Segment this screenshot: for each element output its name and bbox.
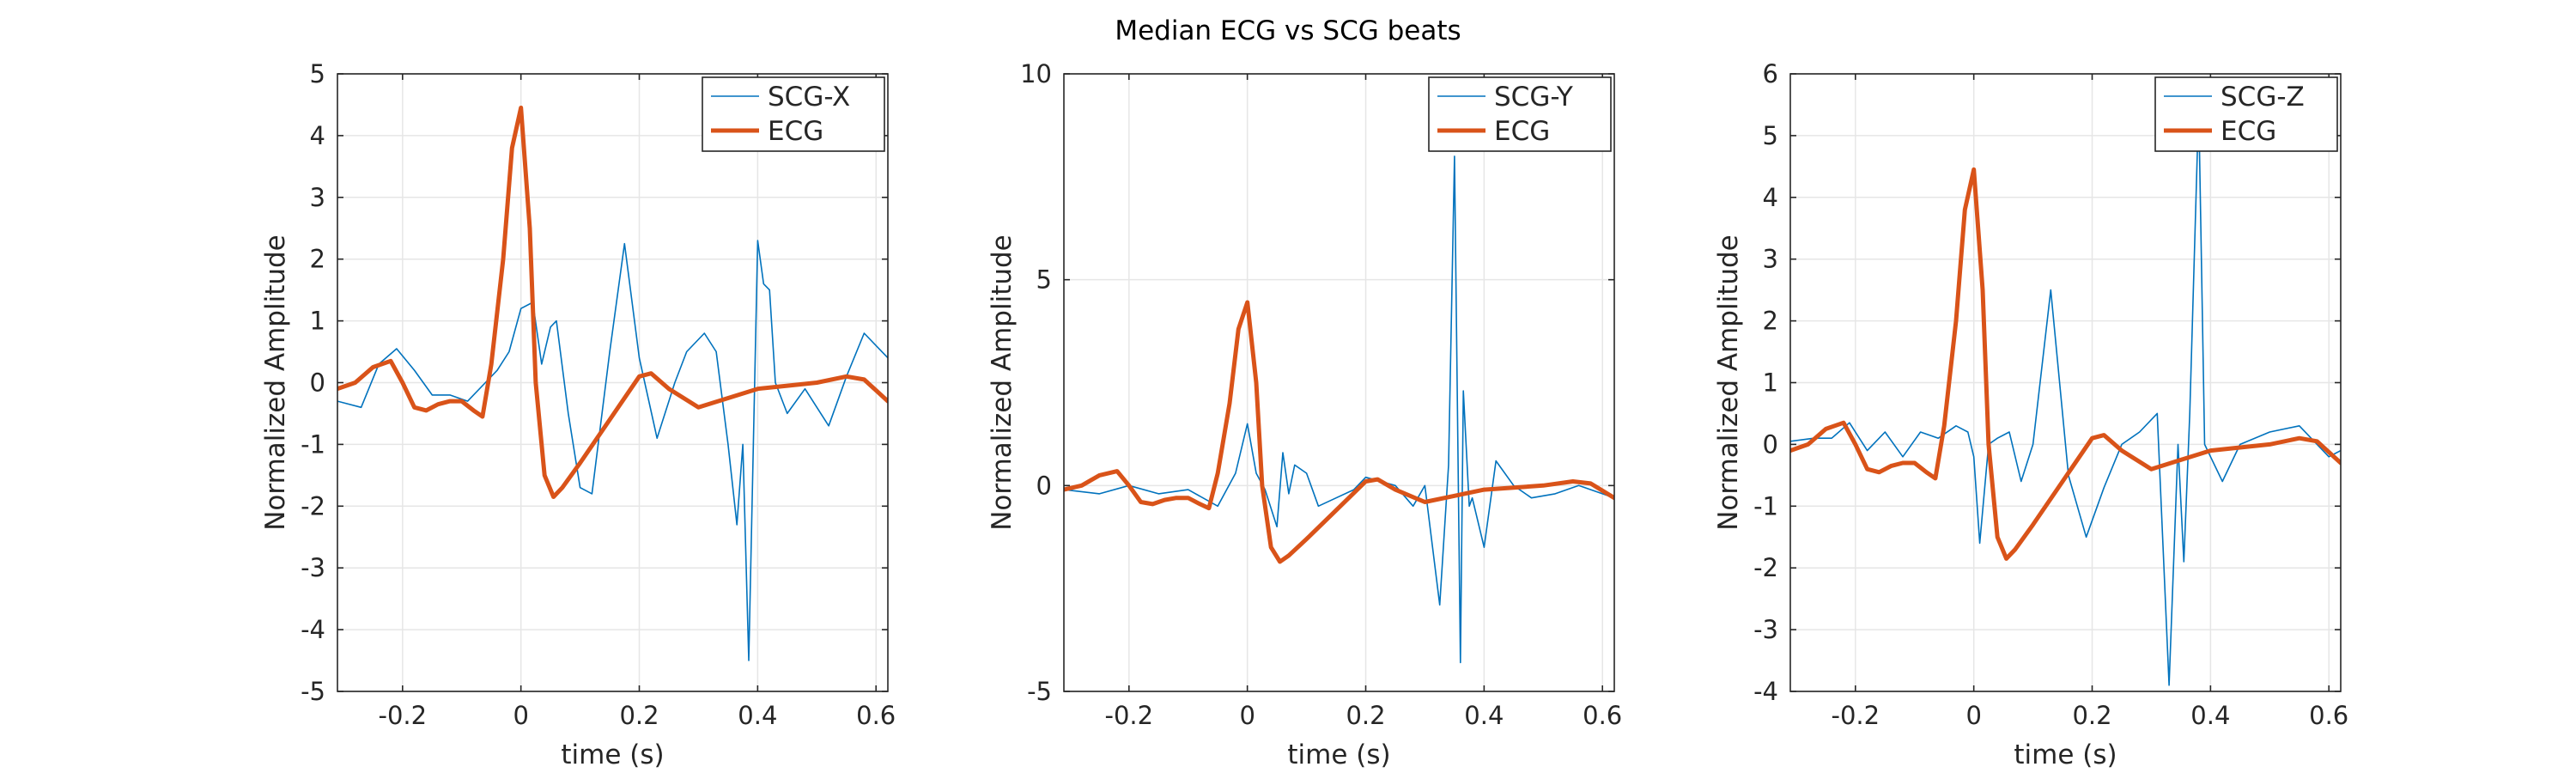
ecg-series-line <box>337 106 888 499</box>
scg-series-line <box>1790 104 2341 686</box>
y-tick-label: 2 <box>310 245 325 274</box>
y-tick-label: 4 <box>1763 183 1778 212</box>
x-tick-label: -0.2 <box>1105 701 1154 730</box>
y-tick-label: -5 <box>1027 677 1052 706</box>
y-tick-label: 0 <box>1036 471 1052 500</box>
subplot-3: -0.2 0 0.2 0.4 0.6 -4 -3 -2 -1 0 1 2 3 4 5 6 time (s) Nor… <box>1713 59 2348 770</box>
legend-label: ECG <box>768 116 823 147</box>
y-tick-label: 5 <box>1036 265 1052 295</box>
y-tick-label: 1 <box>310 307 325 336</box>
y-axis-label: Normalized Amplitude <box>987 234 1018 531</box>
x-tick-label: 0.4 <box>1464 701 1504 730</box>
y-tick-label: 0 <box>1763 429 1778 459</box>
x-tick-label: 0.2 <box>2072 701 2111 730</box>
x-tick-label: 0.6 <box>1583 701 1622 730</box>
series-group <box>337 106 888 661</box>
legend-label: SCG-Y <box>1494 82 1573 113</box>
legend-box <box>702 76 885 152</box>
y-tick-label: 5 <box>1763 121 1778 150</box>
y-tick-label: 6 <box>1763 59 1778 88</box>
legend-box <box>2154 76 2338 152</box>
legend-label: SCG-X <box>768 82 850 113</box>
scg-series-line <box>1064 155 1614 664</box>
legend-label: SCG-Z <box>2221 82 2305 113</box>
ecg-series-line <box>1790 167 2341 561</box>
series-group <box>1064 155 1614 664</box>
y-tick-label: -1 <box>301 429 325 459</box>
subplot-2: -0.2 0 0.2 0.4 0.6 -5 0 5 10 time (s) Normalized A… <box>987 59 1622 770</box>
x-tick-label: -0.2 <box>379 701 428 730</box>
subplots: -0.2 0 0.2 0.4 0.6 -5 -4 -3 -2 -1 0 1 2 3 4 5 time (s) No… <box>260 59 2348 770</box>
series-group <box>1790 104 2341 686</box>
x-tick-label: 0.4 <box>2190 701 2230 730</box>
x-tick-label: -0.2 <box>1832 701 1880 730</box>
y-tick-label: -4 <box>301 615 325 644</box>
y-tick-label: 10 <box>1020 59 1052 88</box>
x-tick-label: 0.2 <box>1346 701 1385 730</box>
x-axis-label: time (s) <box>1287 740 1390 770</box>
y-tick-label: 4 <box>310 121 325 150</box>
y-tick-label: -1 <box>1753 491 1778 520</box>
legend-label: ECG <box>1494 116 1550 147</box>
subplot-1: -0.2 0 0.2 0.4 0.6 -5 -4 -3 -2 -1 0 1 2 3 4 5 time (s) No… <box>260 59 896 770</box>
ecg-series-line <box>1064 300 1614 564</box>
legend-label: ECG <box>2221 116 2276 147</box>
x-tick-label: 0 <box>1239 701 1255 730</box>
y-tick-label: 0 <box>310 368 325 398</box>
y-axis-label: Normalized Amplitude <box>1713 234 1744 531</box>
figure-title: Median ECG vs SCG beats <box>1115 15 1461 46</box>
y-tick-label: -3 <box>301 553 325 582</box>
x-tick-label: 0 <box>513 701 528 730</box>
plot-area <box>1064 74 1614 691</box>
axes-box <box>1063 73 1615 692</box>
x-tick-label: 0.6 <box>2309 701 2348 730</box>
y-axis-label: Normalized Amplitude <box>260 234 291 531</box>
y-tick-label: -5 <box>301 677 325 706</box>
x-tick-label: 0.6 <box>856 701 896 730</box>
x-tick-label: 0.2 <box>619 701 659 730</box>
y-tick-label: 5 <box>310 59 325 88</box>
x-tick-label: 0.4 <box>738 701 777 730</box>
y-tick-label: -2 <box>1753 553 1778 582</box>
x-tick-label: 0 <box>1965 701 1981 730</box>
y-tick-label: 1 <box>1763 368 1778 398</box>
y-tick-label: 3 <box>1763 245 1778 274</box>
x-axis-label: time (s) <box>2014 740 2117 770</box>
y-tick-label: -2 <box>301 491 325 520</box>
x-axis-label: time (s) <box>561 740 664 770</box>
y-tick-label: -4 <box>1753 677 1778 706</box>
y-tick-label: -3 <box>1753 615 1778 644</box>
y-tick-label: 3 <box>310 183 325 212</box>
y-tick-label: 2 <box>1763 307 1778 336</box>
legend-box <box>1428 76 1612 152</box>
